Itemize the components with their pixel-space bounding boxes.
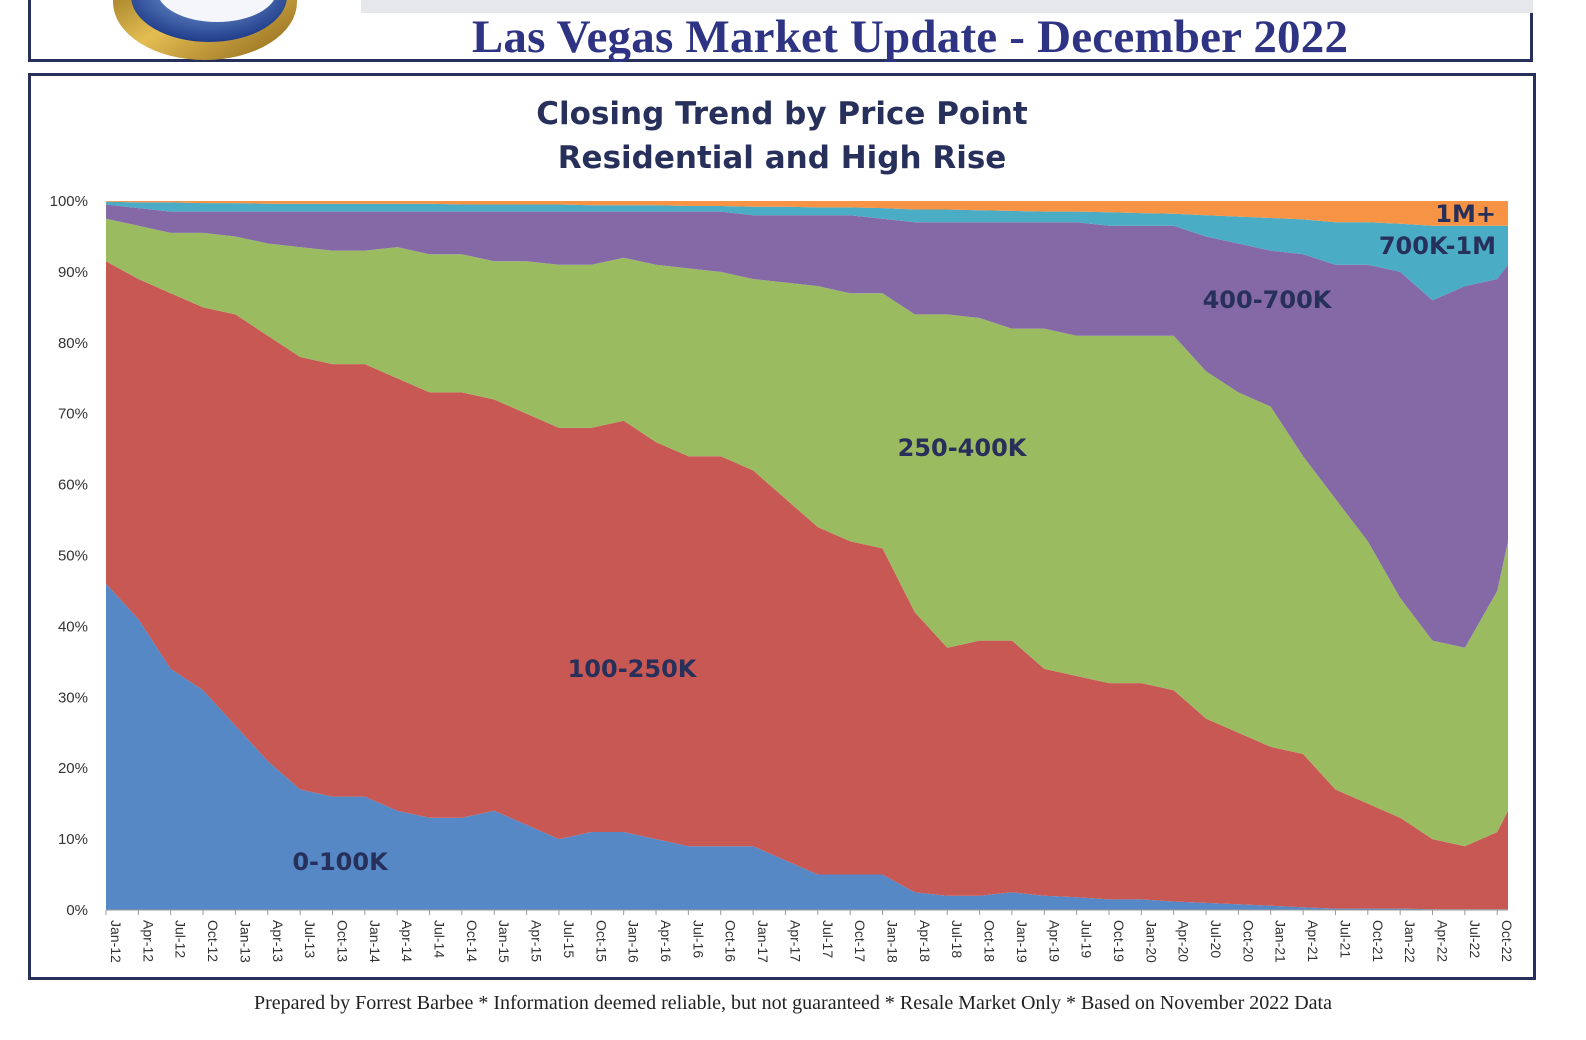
x-tick-label: Jul-14: [432, 920, 448, 958]
area-0-100k: [106, 583, 1508, 910]
area-400-700k: [106, 204, 1508, 648]
header-band: [361, 0, 1533, 13]
x-tick-label: Apr-14: [399, 920, 415, 962]
x-tick-label: Jul-19: [1079, 920, 1095, 958]
x-tick-label: Apr-22: [1435, 920, 1451, 962]
x-tick-label: Jul-17: [820, 920, 836, 958]
x-tick-label: Jul-12: [173, 920, 189, 958]
x-tick-label: Jul-18: [949, 920, 965, 958]
y-tick-label: 60%: [58, 477, 88, 494]
x-tick-label: Oct-22: [1499, 920, 1515, 962]
x-tick-label: Oct-20: [1240, 920, 1256, 962]
x-tick-label: Jul-13: [302, 920, 318, 958]
x-tick-label: Jan-20: [1143, 920, 1159, 963]
x-tick-label: Apr-13: [270, 920, 286, 962]
x-tick-label: Jan-13: [237, 920, 253, 963]
x-tick-label: Oct-19: [1111, 920, 1127, 962]
series-label-700k-1m: 700K-1M: [1379, 232, 1496, 260]
area-250-400k: [106, 218, 1508, 847]
x-tick-label: Oct-15: [593, 920, 609, 962]
x-tick-label: Apr-12: [140, 920, 156, 962]
x-tick-label: Jan-15: [496, 920, 512, 963]
series-label-250-400k: 250-400K: [898, 434, 1028, 462]
page-title: Las Vegas Market Update - December 2022: [471, 11, 1349, 63]
x-tick-label: Apr-19: [1046, 920, 1062, 962]
x-tick-label: Oct-13: [334, 920, 350, 962]
x-tick-label: Apr-20: [1176, 920, 1192, 962]
company-logo: [113, 0, 297, 60]
y-tick-label: 90%: [58, 264, 88, 281]
x-axis: Jan-12 Apr-12 Jul-12 Oct-12 Jan-13 Apr-13 Jul-…: [105, 909, 1515, 963]
y-tick-label: 30%: [58, 689, 88, 706]
x-tick-label: Jul-15: [561, 920, 577, 958]
x-tick-label: Apr-16: [658, 920, 674, 962]
x-tick-label: Jul-21: [1337, 920, 1353, 958]
y-tick-label: 50%: [58, 548, 88, 565]
x-tick-label: Oct-14: [464, 920, 480, 962]
x-tick-label: Apr-21: [1305, 920, 1321, 962]
area-700k-1m: [106, 201, 1508, 301]
y-tick-label: 100%: [50, 193, 88, 210]
x-tick-label: Jan-14: [367, 920, 383, 963]
area-series-group: [106, 201, 1508, 910]
y-axis: 0% 10% 20% 30% 40% 50% 60% 70% 80% 90% 100%: [50, 193, 88, 919]
y-tick-label: 20%: [58, 760, 88, 777]
y-tick-label: 80%: [58, 335, 88, 352]
chart-subtitle: Residential and High Rise: [558, 140, 1007, 176]
series-label-0-100k: 0-100K: [292, 848, 389, 876]
series-label-1m-: 1M+: [1435, 200, 1496, 228]
x-tick-label: Oct-17: [852, 920, 868, 962]
x-tick-label: Oct-12: [205, 920, 221, 962]
series-label-100-250k: 100-250K: [568, 655, 698, 683]
x-tick-label: Jul-20: [1208, 920, 1224, 958]
area-1m-: [106, 201, 1508, 226]
x-tick-label: Jan-16: [626, 920, 642, 963]
y-tick-label: 70%: [58, 406, 88, 423]
x-tick-label: Apr-15: [529, 920, 545, 962]
footer-disclaimer: Prepared by Forrest Barbee * Information…: [254, 992, 1332, 1014]
x-tick-label: Jan-17: [755, 920, 771, 963]
x-tick-label: Jan-18: [884, 920, 900, 963]
x-tick-label: Oct-16: [723, 920, 739, 962]
y-tick-label: 0%: [66, 902, 88, 919]
y-tick-label: 40%: [58, 618, 88, 635]
series-label-400-700k: 400-700K: [1203, 286, 1333, 314]
x-tick-label: Jul-16: [690, 920, 706, 958]
area-100-250k: [106, 261, 1508, 910]
x-tick-label: Oct-21: [1370, 920, 1386, 962]
chart-title: Closing Trend by Price Point: [536, 96, 1028, 132]
x-tick-label: Jul-22: [1467, 920, 1483, 958]
x-tick-label: Apr-17: [787, 920, 803, 962]
x-tick-label: Oct-18: [982, 920, 998, 962]
x-tick-label: Jan-19: [1014, 920, 1030, 963]
x-tick-label: Jan-22: [1402, 920, 1418, 963]
x-tick-label: Apr-18: [917, 920, 933, 962]
x-tick-label: Jan-12: [108, 920, 124, 963]
x-tick-label: Jan-21: [1273, 920, 1289, 963]
series-labels: 0-100K 100-250K 250-400K 400-700K 700K-1M 1M+: [292, 200, 1496, 876]
y-tick-label: 10%: [58, 831, 88, 848]
